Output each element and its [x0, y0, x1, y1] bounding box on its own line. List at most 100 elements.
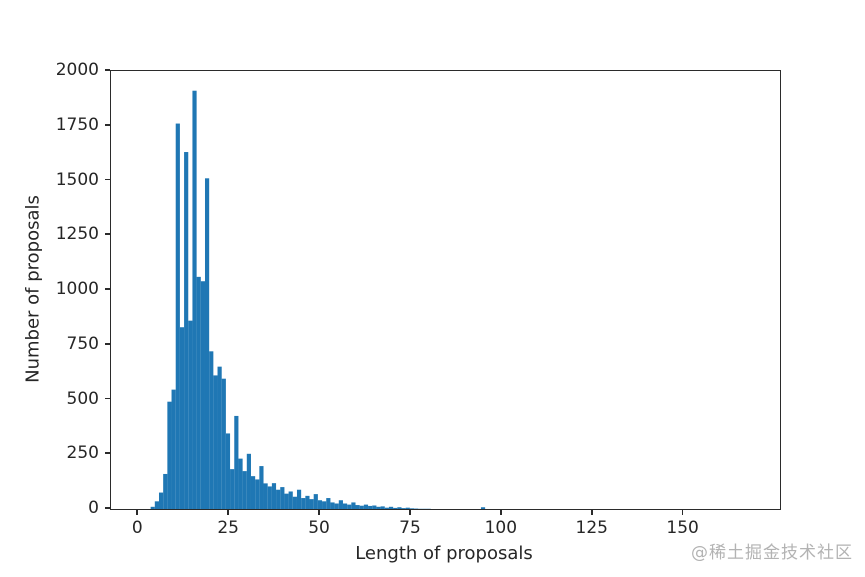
- histogram-bar: [188, 320, 193, 509]
- histogram-bar: [217, 366, 222, 509]
- x-tick-mark: [590, 509, 593, 515]
- histogram-bar: [263, 483, 268, 509]
- y-tick-label: 1750: [55, 114, 99, 135]
- histogram-bar: [405, 507, 410, 509]
- histogram-bar: [359, 505, 364, 509]
- histogram-bar: [213, 375, 218, 509]
- plot-area: [110, 70, 781, 510]
- x-tick-label: 0: [131, 518, 143, 538]
- y-tick-label: 0: [88, 498, 99, 518]
- x-tick-mark: [318, 509, 320, 515]
- histogram-bar: [368, 505, 373, 509]
- y-tick-mark: [105, 233, 110, 236]
- histogram-bar: [242, 471, 247, 509]
- histogram-bar: [276, 489, 281, 509]
- histogram-bar: [280, 487, 285, 509]
- histogram-bar: [230, 469, 235, 509]
- y-tick-label: 500: [66, 388, 99, 409]
- histogram-bar: [184, 152, 189, 509]
- histogram-bar: [347, 504, 352, 509]
- x-tick-label: 125: [575, 518, 608, 538]
- histogram-bar: [313, 494, 318, 509]
- histogram-bar: [301, 498, 306, 509]
- y-tick-mark: [105, 123, 110, 126]
- histogram-bar: [163, 473, 168, 509]
- y-tick-label: 750: [66, 333, 99, 354]
- histogram-bar: [171, 389, 176, 509]
- histogram-bar: [393, 507, 398, 509]
- histogram-bar: [221, 378, 226, 509]
- histogram-bar: [338, 500, 343, 509]
- histogram-bar: [150, 506, 155, 509]
- histogram-bar: [409, 508, 415, 509]
- histogram-bar: [200, 281, 205, 509]
- x-tick-label: 25: [217, 518, 239, 538]
- histogram-bar: [225, 433, 231, 509]
- histogram-bar: [380, 506, 385, 509]
- histogram-bar: [271, 483, 277, 509]
- histogram-bar: [288, 491, 293, 509]
- y-tick-mark: [105, 397, 110, 400]
- histogram-bar: [192, 90, 197, 509]
- histogram-bar: [250, 476, 256, 509]
- histogram-bar: [397, 507, 402, 509]
- y-tick-label: 250: [66, 443, 99, 464]
- histogram-bar: [480, 507, 486, 509]
- histogram-bar: [355, 505, 360, 509]
- histogram-bar: [309, 499, 314, 509]
- histogram-bar: [167, 401, 172, 509]
- y-tick-mark: [105, 507, 110, 509]
- histogram-bar: [305, 495, 310, 509]
- x-tick-mark: [227, 509, 229, 515]
- x-tick-mark: [136, 509, 139, 515]
- histogram-bar: [351, 502, 356, 509]
- x-tick-label: 100: [484, 518, 518, 538]
- x-tick-mark: [409, 509, 411, 515]
- y-tick-label: 2000: [55, 60, 99, 80]
- y-tick-mark: [105, 342, 110, 345]
- y-axis-label: Number of proposals: [22, 195, 44, 383]
- histogram-bar: [330, 502, 335, 509]
- histogram-bar: [376, 506, 381, 509]
- histogram-bar: [296, 489, 302, 509]
- y-tick-label: 1250: [55, 224, 99, 245]
- y-tick-mark: [105, 288, 110, 290]
- x-tick-mark: [500, 509, 502, 515]
- x-axis-label: Length of proposals: [355, 543, 533, 564]
- y-tick-label: 1000: [55, 279, 99, 299]
- histogram-bar: [322, 501, 327, 509]
- histogram-bar: [238, 458, 243, 509]
- histogram-bar: [209, 351, 214, 509]
- histogram-bar: [388, 506, 394, 509]
- y-tick-mark: [105, 69, 110, 71]
- histogram-bar: [158, 492, 164, 509]
- histogram-bar: [292, 496, 297, 509]
- histogram-bar: [363, 504, 369, 509]
- histogram-bar: [255, 479, 260, 509]
- x-tick-label: 50: [308, 518, 330, 538]
- histogram-bar: [342, 503, 348, 509]
- histogram-bar: [234, 415, 239, 509]
- histogram-bar: [246, 453, 251, 509]
- x-tick-label: 150: [666, 518, 699, 538]
- histogram-bar: [267, 486, 272, 509]
- histogram-bar: [284, 493, 289, 509]
- x-tick-label: 75: [399, 518, 421, 538]
- y-tick-label: 1500: [55, 169, 99, 190]
- histogram-bar: [154, 501, 159, 509]
- histogram-bar: [196, 276, 201, 509]
- histogram-bar: [204, 178, 210, 509]
- x-tick-mark: [681, 509, 684, 515]
- histogram-bar: [401, 508, 406, 509]
- watermark-text: @稀土掘金技术社区: [691, 543, 853, 563]
- y-tick-mark: [105, 452, 110, 455]
- histogram-svg: [150, 90, 486, 509]
- y-tick-mark: [105, 178, 110, 181]
- histogram-bar: [259, 466, 264, 509]
- histogram-bar: [317, 500, 323, 509]
- histogram-bar: [175, 123, 180, 509]
- histogram-bar: [334, 503, 339, 509]
- histogram-bar: [179, 327, 185, 509]
- histogram-bar: [372, 505, 377, 509]
